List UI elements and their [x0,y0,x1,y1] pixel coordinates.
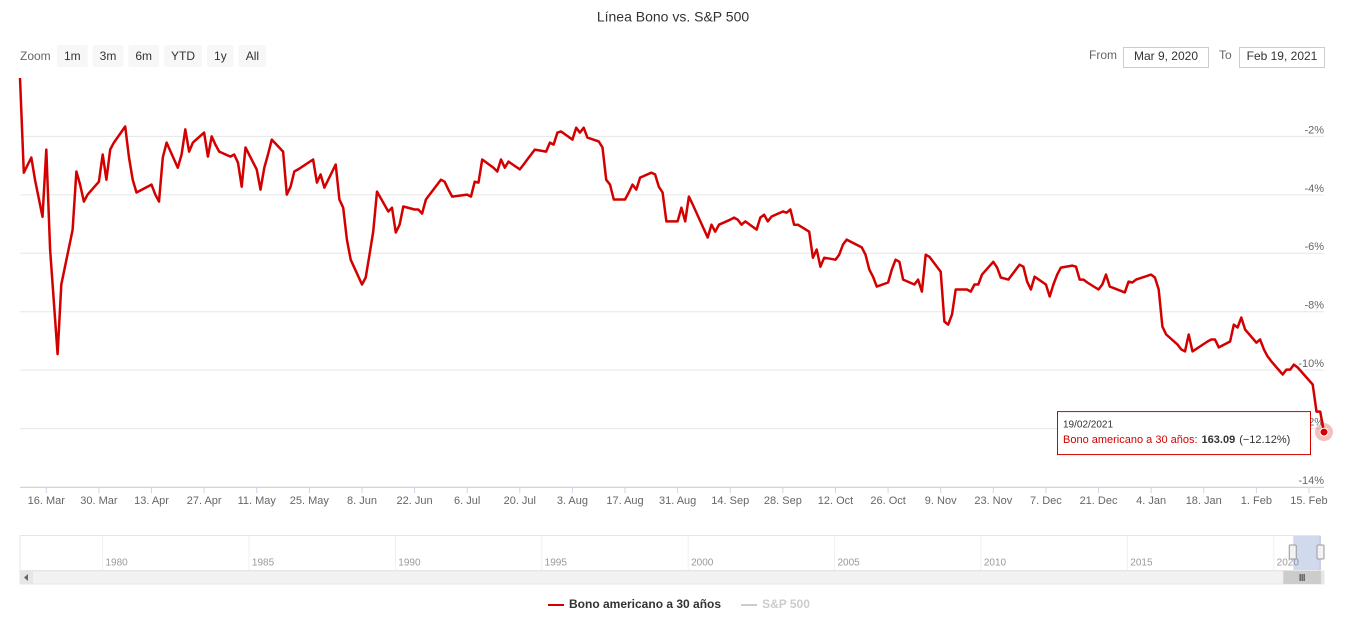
x-tick-label: 4. Jan [1136,495,1166,507]
x-tick-label: 18. Jan [1186,495,1222,507]
zoom-button[interactable]: 3m [92,45,124,67]
to-label: To [1219,48,1232,62]
x-tick-label: 12. Oct [818,495,853,507]
navigator-tick-label: 2000 [691,558,714,569]
zoom-button-label: 6m [135,49,152,63]
x-tick-label: 11. May [238,495,277,507]
x-tick-label: 21. Dec [1080,495,1118,507]
zoom-button-bg [238,45,267,67]
zoom-button[interactable]: 1y [207,45,234,67]
navigator-tick-label: 2015 [1130,558,1153,569]
series-line [18,77,1326,433]
zoom-button-bg [207,45,234,67]
zoom-button-label: 3m [100,49,117,63]
chart-title: Línea Bono vs. S&P 500 [597,9,750,25]
legend-item[interactable]: Bono americano a 30 años [548,597,721,611]
zoom-button[interactable]: All [238,45,267,67]
x-tick-label: 15. Feb [1290,495,1327,507]
x-tick-label: 31. Aug [659,495,696,507]
x-tick-label: 9. Nov [925,495,957,507]
zoom-button-bg [164,45,203,67]
zoom-button-bg [128,45,160,67]
x-tick-label: 26. Oct [870,495,905,507]
x-tick-label: 16. Mar [28,495,66,507]
tooltip-date: 19/02/2021 [1063,420,1113,431]
navigator-tick-label: 1980 [105,558,128,569]
x-tick-label: 25. May [290,495,330,507]
navigator-tick-label: 2020 [1277,558,1300,569]
navigator-selection [1293,536,1321,570]
x-tick-label: 30. Mar [80,495,118,507]
y-tick-label: -10% [1298,358,1324,370]
zoom-button-bg [92,45,124,67]
x-tick-label: 8. Jun [347,495,377,507]
x-tick-label: 20. Jul [504,495,536,507]
x-tick-label: 22. Jun [397,495,433,507]
zoom-button[interactable]: 6m [128,45,160,67]
tooltip-sep: : [1194,434,1197,446]
zoom-button-label: 1y [214,49,227,63]
x-tick-label: 23. Nov [974,495,1012,507]
zoom-button[interactable]: YTD [164,45,203,67]
from-input[interactable] [1123,47,1209,68]
zoom-label: Zoom [20,49,51,63]
zoom-button-label: YTD [171,49,195,63]
legend-label: Bono americano a 30 años [569,597,721,611]
tooltip-value: 163.09 [1202,434,1236,446]
navigator-handle[interactable] [1316,544,1325,560]
navigator-tick-label: 1985 [252,558,275,569]
navigator-tick-label: 2010 [984,558,1007,569]
x-tick-label: 27. Apr [187,495,222,507]
arrow-left [24,574,28,581]
x-tick-label: 1. Feb [1241,495,1272,507]
y-tick-label: -14% [1298,475,1324,487]
y-tick-label: -4% [1304,183,1324,195]
navigator-tick-label: 1995 [545,558,568,569]
legend-label: S&P 500 [762,597,810,611]
from-label: From [1089,48,1117,62]
x-tick-label: 7. Dec [1030,495,1062,507]
x-tick-label: 17. Aug [606,495,643,507]
zoom-button[interactable]: 1m [57,45,88,67]
x-tick-label: 28. Sep [764,495,802,507]
tooltip-change: (−12.12%) [1239,434,1290,446]
zoom-button-label: All [246,49,259,63]
x-tick-label: 6. Jul [454,495,480,507]
navigator-tick-label: 2005 [837,558,860,569]
to-input[interactable] [1239,47,1325,68]
x-tick-label: 13. Apr [134,495,169,507]
legend-item[interactable]: S&P 500 [741,597,810,611]
from-value: Mar 9, 2020 [1134,49,1198,63]
tooltip-series: Bono americano a 30 años [1063,434,1195,446]
y-tick-label: -2% [1304,124,1324,136]
to-value: Feb 19, 2021 [1247,49,1318,63]
navigator-frame [19,535,1321,571]
x-tick-label: 3. Aug [557,495,588,507]
navigator-handle[interactable] [1288,544,1297,560]
scrollbar[interactable] [19,570,1325,585]
hover-point [1319,427,1329,437]
zoom-button-label: 1m [64,49,81,63]
zoom-button-bg [57,45,88,67]
tooltip-box [1057,411,1311,456]
x-tick-label: 14. Sep [711,495,749,507]
y-tick-label: -6% [1304,241,1324,253]
y-tick-label: -8% [1304,300,1324,312]
tooltip-line: Bono americano a 30 años: 163.09 (−12.12%) [1063,434,1290,446]
navigator-tick-label: 1990 [398,558,421,569]
